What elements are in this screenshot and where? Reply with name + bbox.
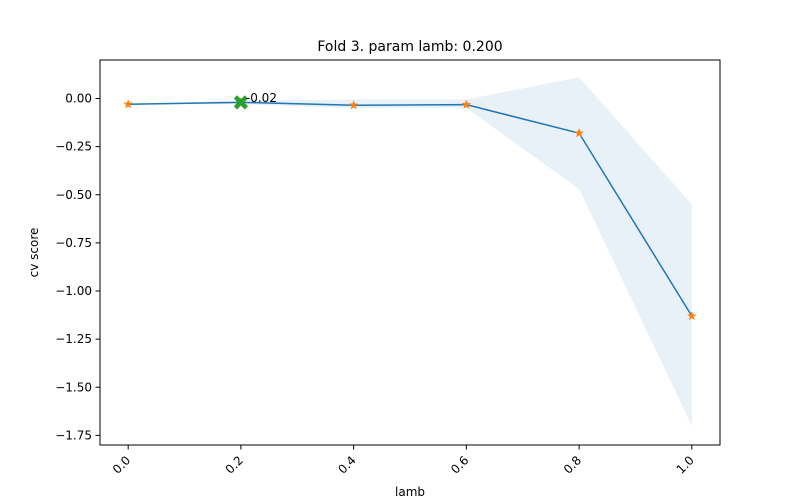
best-point-marker (233, 95, 249, 110)
std-band (128, 77, 692, 426)
y-tick-label: −0.50 (55, 188, 92, 202)
data-point-star (461, 99, 472, 109)
y-tick-label: −1.50 (55, 380, 92, 394)
data-point-star (686, 310, 697, 321)
y-tick-label: −0.75 (55, 236, 92, 250)
series-line (128, 101, 693, 317)
data-point-star (123, 99, 134, 109)
x-axis-label: lamb (395, 485, 425, 499)
plot-frame (99, 59, 721, 446)
y-tick-label: −1.25 (55, 332, 92, 346)
y-tick-label: −1.00 (55, 284, 92, 298)
y-tick-label: 0.00 (65, 92, 92, 106)
chart-title: Fold 3. param lamb: 0.200 (317, 39, 502, 55)
data-point-star (348, 99, 359, 110)
y-axis-label: cv score (27, 228, 41, 278)
best-point-label: -0.02 (246, 91, 277, 105)
y-tick-label: −1.75 (55, 428, 92, 442)
data-point-star (574, 127, 585, 138)
y-tick-label: −0.25 (55, 140, 92, 154)
